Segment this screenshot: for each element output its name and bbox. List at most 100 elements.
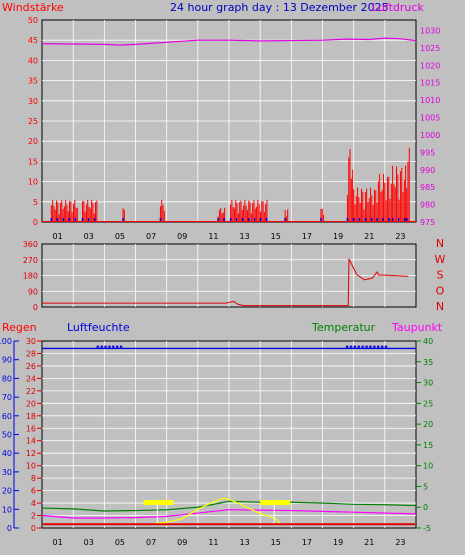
temperature-label: Temperatur	[311, 321, 376, 334]
humidity-tick-label: 10	[2, 505, 12, 514]
rain-tick-label: 30	[26, 337, 36, 346]
rain-label: Regen	[2, 321, 37, 334]
humidity-tick-label: 20	[2, 487, 12, 496]
humidity-step	[345, 345, 349, 348]
pressure-tick-label: 1025	[420, 44, 440, 53]
rain-tick-label: 24	[26, 374, 36, 383]
humidity-axis: 0 10 20 30 40 50 60 70 80 90 100	[0, 337, 19, 533]
humidity-step	[108, 345, 111, 348]
x-tick-label: 21	[364, 232, 374, 241]
temperature-tick-label: 40	[423, 337, 433, 346]
humidity-step	[377, 345, 380, 348]
temperature-tick-label: 0	[423, 503, 428, 512]
dewpoint-line	[41, 509, 417, 519]
x-tick-label: 03	[84, 232, 94, 241]
pressure-axis: 975 980 985 990 995 1000 1005 1010 1015 1020 1025 1…	[420, 26, 440, 227]
x-tick-label: 17	[302, 538, 312, 547]
humidity-tick-label: 0	[7, 524, 12, 533]
wind-tick-label: 20	[28, 137, 38, 146]
pressure-tick-label: 1015	[420, 79, 440, 88]
marks	[41, 345, 417, 526]
wind-tick-label: 5	[33, 198, 38, 207]
direction-axis: 0 90 180 270 360	[23, 240, 38, 312]
rain-tick-label: 4	[31, 499, 36, 508]
x-axis: 01 03 05 07 09 11 13 15 17 19 21 23	[52, 232, 405, 241]
rain-tick-label: 22	[26, 387, 36, 396]
compass-tick-label: W	[435, 253, 446, 266]
marks	[41, 37, 417, 222]
rain-tick-label: 2	[31, 512, 36, 521]
pressure-tick-label: 1030	[420, 26, 440, 35]
temperature-tick-label: 20	[423, 420, 433, 429]
x-tick-label: 19	[333, 232, 343, 241]
humidity-step	[369, 345, 372, 348]
direction-tick-label: 0	[33, 303, 38, 312]
pressure-label: Luftdruck	[372, 1, 424, 14]
x-tick-label: 01	[52, 538, 62, 547]
temperature-tick-label: 30	[423, 379, 433, 388]
humidity-step	[353, 345, 357, 348]
wind-tick-label: 15	[28, 157, 38, 166]
x-axis: 01 03 05 07 09 11 13 15 17 19 21 23	[52, 538, 405, 547]
x-tick-label: 19	[333, 538, 343, 547]
direction-line	[42, 258, 409, 307]
rain-tick-label: 0	[31, 524, 36, 533]
temperature-line	[41, 500, 417, 512]
direction-tick-label: 270	[23, 256, 38, 265]
pressure-tick-label: 995	[420, 148, 435, 157]
wind-label: Windstärke	[2, 1, 64, 14]
compass-tick-label: N	[436, 300, 444, 313]
humidity-step	[361, 345, 364, 348]
rain-tick-label: 18	[26, 412, 36, 421]
wind-tick-label: 50	[28, 16, 38, 25]
temperature-axis: -5 0 5 10 15 20 25 30 35 40	[416, 337, 433, 533]
pressure-tick-label: 980	[420, 201, 435, 210]
humidity-step	[357, 345, 360, 348]
x-tick-label: 05	[115, 232, 125, 241]
pressure-tick-label: 985	[420, 183, 435, 192]
humidity-tick-label: 50	[2, 431, 12, 440]
x-tick-label: 11	[208, 232, 218, 241]
temperature-tick-label: 5	[423, 482, 428, 491]
humidity-step	[116, 345, 119, 348]
humidity-step	[119, 345, 123, 348]
wind-tick-label: 45	[28, 36, 38, 45]
direction-tick-label: 180	[23, 272, 38, 281]
humidity-tick-label: 90	[2, 356, 12, 365]
humidity-tick-label: 70	[2, 393, 12, 402]
pressure-tick-label: 1000	[420, 131, 440, 140]
wind-tick-label: 40	[28, 56, 38, 65]
rain-tick-label: 14	[26, 437, 36, 446]
humidity-step	[112, 345, 115, 348]
solar-line	[149, 497, 281, 525]
humidity-step	[384, 345, 388, 348]
rain-tick-label: 12	[26, 449, 36, 458]
humidity-step	[365, 345, 368, 348]
x-tick-label: 13	[239, 232, 249, 241]
x-tick-label: 15	[271, 232, 281, 241]
humidity-tick-label: 100	[0, 337, 12, 346]
direction-tick-label: 360	[23, 240, 38, 249]
yellow-marker	[260, 500, 291, 506]
dewpoint-label: Taupunkt	[391, 321, 443, 334]
x-tick-label: 09	[177, 232, 187, 241]
humidity-label: Luftfeuchte	[67, 321, 130, 334]
yellow-marker	[143, 500, 174, 506]
humidity-step	[373, 345, 376, 348]
pressure-tick-label: 1005	[420, 114, 440, 123]
humidity-tick-label: 60	[2, 412, 12, 421]
x-tick-label: 01	[52, 232, 62, 241]
x-tick-label: 17	[302, 232, 312, 241]
x-tick-label: 09	[177, 538, 187, 547]
x-tick-label: 23	[395, 538, 405, 547]
compass-tick-label: S	[437, 269, 444, 282]
x-tick-label: 07	[146, 538, 156, 547]
wind-axis: 0 5 10 15 20 25 30 35 40 45 50	[28, 16, 38, 227]
panel-rain-humidity-temperature: 0102030405060708090100 02468101214161820…	[0, 337, 433, 547]
direction-tick-label: 90	[28, 287, 38, 296]
compass-tick-label: O	[436, 284, 445, 297]
grid	[42, 20, 416, 222]
